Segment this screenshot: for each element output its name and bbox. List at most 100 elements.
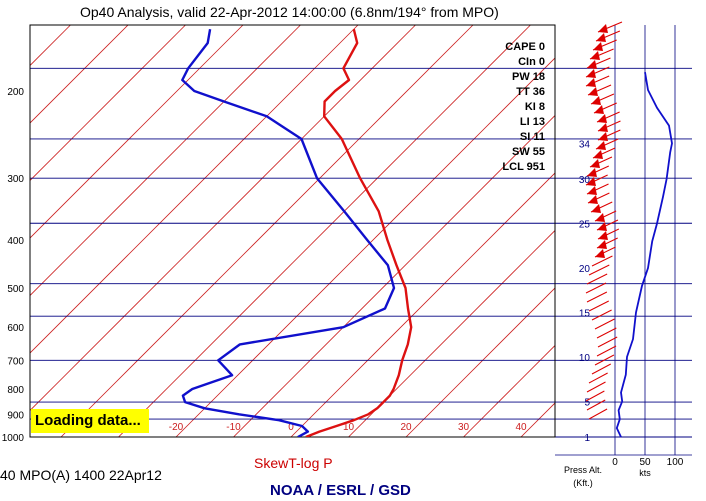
wind-barb-flag: [597, 240, 607, 249]
isotherm-line: [30, 25, 186, 182]
stability-index-label: LI 13: [520, 116, 545, 128]
wind-barb: [586, 273, 608, 285]
pressure-tick-label: 1000: [2, 433, 25, 444]
stability-index-label: CIn 0: [518, 56, 545, 68]
press-alt-tick-label: 34: [579, 139, 591, 150]
chart-name-label: SkewT-log P: [254, 455, 333, 471]
stability-indices: CAPE 0 CIn 0 PW 18 TT 36 KI 8 LI 13 SI 11 SW 55…: [502, 41, 545, 173]
isotherm-line: [30, 25, 301, 297]
press-alt-tick-label: 1: [584, 433, 590, 444]
pressure-tick-label: 200: [7, 87, 24, 98]
pressure-tick-label: 500: [7, 284, 24, 295]
press-alt-tick-label: 10: [579, 353, 591, 364]
wind-barb-flag: [596, 33, 606, 42]
isotherm-line: [175, 57, 555, 437]
wind-barb: [591, 255, 613, 267]
temperature-tick-label: 10: [343, 422, 355, 433]
wind-barb-flag: [590, 159, 600, 168]
stability-index-label: CAPE 0: [505, 41, 545, 53]
wind-speed-profile-line: [615, 72, 673, 438]
temperature-tick-label: 40: [515, 422, 527, 433]
wind-barb-flag: [587, 168, 597, 177]
wind-barb: [588, 300, 609, 312]
isotherm-line: [290, 172, 555, 437]
wind-barb-flag: [590, 51, 600, 60]
wind-barb-flag: [598, 231, 608, 240]
isotherm-line: [636, 25, 706, 437]
wind-barb-flag: [586, 177, 596, 186]
isotherm-line: [520, 402, 555, 437]
wind-barb: [594, 318, 615, 330]
press-alt-tick-label: 5: [584, 397, 590, 408]
stability-index-label: LCL 951: [502, 161, 545, 173]
wind-barb-flag: [595, 249, 605, 258]
wind-barb-flag: [593, 42, 603, 51]
wind-barb-flag: [586, 69, 596, 78]
wind-barb: [591, 309, 612, 321]
temperature-tick-label: -20: [169, 422, 184, 433]
wind-barb-flag: [594, 105, 604, 114]
wind-barbs: [585, 21, 623, 420]
isotherm-line: [579, 25, 706, 437]
isotherm-line: [30, 25, 129, 124]
wind-barb: [596, 327, 617, 339]
skewt-plot-frame: [29, 24, 556, 438]
press-alt-tick-label: 20: [579, 264, 591, 275]
isobar-lines: [30, 67, 692, 438]
wind-barb-flag: [587, 60, 597, 69]
press-alt-tick-label: 30: [579, 175, 591, 186]
press-alt-axis-label: Press Alt.: [564, 465, 602, 475]
wind-speed-tick-label: 100: [667, 457, 684, 468]
isotherm-line: [30, 25, 416, 412]
isotherm-line: [118, 25, 531, 437]
isotherm-lines: [30, 25, 706, 437]
stability-index-label: TT 36: [516, 86, 545, 98]
temperature-tick-label: 30: [458, 422, 470, 433]
isotherm-line: [60, 25, 474, 437]
isotherm-line: [30, 25, 244, 239]
pressure-tick-label: 600: [7, 323, 24, 334]
wind-barb-flag: [598, 132, 608, 141]
wind-barb: [585, 282, 607, 294]
wind-barb: [586, 381, 606, 393]
stability-index-label: PW 18: [512, 71, 545, 83]
wind-barb: [588, 408, 608, 420]
press-alt-axis-label: (Kft.): [573, 478, 593, 488]
pressure-tick-label: 900: [7, 410, 24, 421]
wind-barb: [594, 354, 615, 366]
wind-barb: [591, 363, 612, 375]
wind-barb: [586, 291, 608, 303]
pressure-tick-labels: 200 300 400 500 600 700 800 900 1000: [2, 87, 25, 444]
pressure-tick-label: 700: [7, 356, 24, 367]
wind-barb: [585, 390, 605, 402]
stability-index-label: SW 55: [512, 146, 545, 158]
isotherm-line: [463, 344, 555, 437]
wind-barb-flag: [586, 78, 596, 87]
wind-barb: [586, 399, 606, 411]
station-run-label: 40 MPO(A) 1400 22Apr12: [0, 467, 162, 483]
sounding-profiles: [181, 28, 413, 437]
wind-barb: [597, 336, 618, 348]
temperature-tick-label: 0: [288, 422, 294, 433]
wind-barb-flag: [587, 186, 597, 195]
wind-barb-flag: [598, 24, 608, 33]
wind-speed-tick-label: 0: [612, 457, 618, 468]
wind-speed-tick-label: 50: [639, 457, 651, 468]
isotherm-line: [405, 287, 555, 437]
wind-barb-flag: [598, 123, 608, 132]
temperature-tick-label: 20: [400, 422, 412, 433]
loading-indicator: Loading data...: [31, 409, 149, 433]
press-alt-tick-label: 25: [579, 219, 591, 230]
credit-label: NOAA / ESRL / GSD: [270, 482, 411, 499]
temperature-profile-line: [305, 28, 413, 437]
dewpoint-profile-line: [181, 28, 396, 437]
stability-index-label: KI 8: [525, 101, 545, 113]
pressure-tick-label: 300: [7, 174, 24, 185]
isotherm-line: [30, 25, 359, 354]
wind-barb-flag: [591, 96, 601, 105]
pressure-tick-label: 800: [7, 385, 24, 396]
wind-barb-flag: [588, 87, 598, 96]
temperature-tick-labels: -20 -10 0 10 20 30 40: [169, 422, 527, 433]
